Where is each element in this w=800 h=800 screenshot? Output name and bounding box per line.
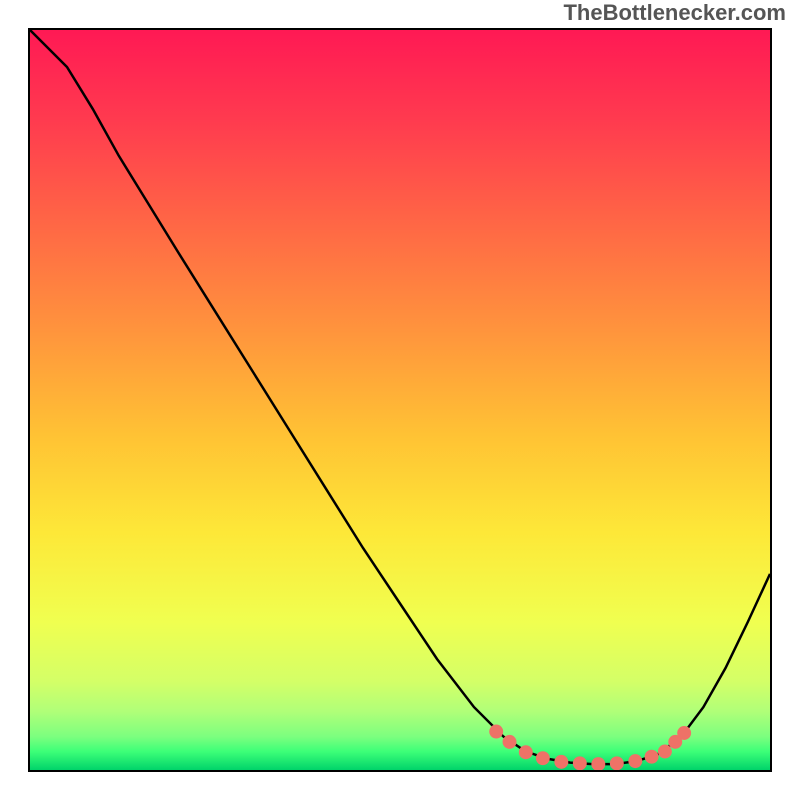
- optimal-marker: [554, 755, 568, 769]
- optimal-marker: [645, 750, 659, 764]
- optimal-marker: [677, 726, 691, 740]
- optimal-marker: [519, 745, 533, 759]
- watermark: TheBottlenecker.com: [563, 0, 786, 26]
- optimal-marker: [536, 751, 550, 765]
- optimal-marker: [658, 745, 672, 759]
- chart-background: [30, 30, 770, 770]
- optimal-marker: [573, 756, 587, 770]
- optimal-marker: [503, 735, 517, 749]
- chart-svg: [30, 30, 770, 770]
- optimal-marker: [489, 725, 503, 739]
- plot-area: [28, 28, 772, 772]
- optimal-marker: [628, 754, 642, 768]
- optimal-marker: [610, 756, 624, 770]
